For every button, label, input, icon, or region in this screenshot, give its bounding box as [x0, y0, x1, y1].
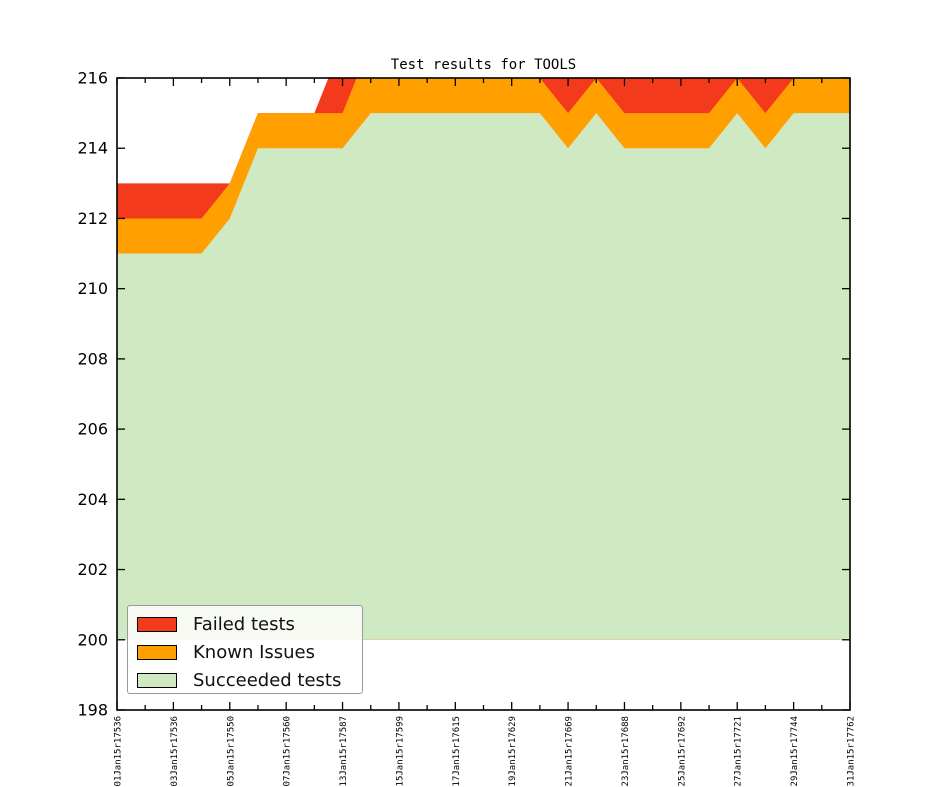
y-tick-label: 210: [77, 279, 108, 298]
y-tick-label: 216: [77, 69, 108, 88]
x-tick-labels: 01Jan15r17536 03Jan15r17536 05Jan15r17550 0…: [114, 716, 857, 786]
legend: Failed tests Known Issues Succeeded test…: [127, 605, 363, 694]
x-tick-label: 13Jan15r17587: [339, 716, 349, 786]
y-tick-label: 198: [77, 701, 108, 720]
legend-item-known: Known Issues: [137, 638, 362, 666]
y-tick-label: 212: [77, 209, 108, 228]
x-tick-label: 23Jan15r17688: [621, 716, 631, 786]
legend-swatch-known: [137, 644, 177, 660]
legend-label-failed: Failed tests: [193, 613, 295, 635]
legend-item-failed: Failed tests: [137, 610, 362, 638]
x-tick-label: 03Jan15r17536: [170, 716, 180, 786]
x-tick-label: 29Jan15r17744: [790, 716, 800, 786]
y-tick-label: 214: [77, 139, 108, 158]
x-tick-label: 25Jan15r17692: [677, 716, 687, 786]
x-tick-label: 15Jan15r17599: [395, 716, 405, 786]
x-tick-label: 05Jan15r17550: [226, 716, 236, 786]
x-tick-label: 31Jan15r17762: [847, 716, 857, 786]
x-ticks: [116, 78, 851, 710]
y-tick-label: 202: [77, 560, 108, 579]
chart-title: Test results for TOOLS: [390, 57, 577, 73]
area-succeeded-tests: [117, 113, 850, 640]
x-tick-label: 01Jan15r17536: [114, 716, 124, 786]
y-ticks: [117, 77, 850, 711]
legend-swatch-succeeded: [137, 672, 177, 688]
y-tick-label: 204: [77, 490, 108, 509]
x-tick-label: 07Jan15r17560: [283, 716, 293, 786]
legend-label-known: Known Issues: [193, 641, 316, 663]
y-tick-label: 208: [77, 349, 108, 368]
legend-swatch-failed: [137, 616, 177, 632]
legend-label-succeeded: Succeeded tests: [193, 669, 342, 691]
y-tick-label: 206: [77, 420, 108, 439]
x-tick-label: 19Jan15r17629: [508, 716, 518, 786]
x-tick-label: 17Jan15r17615: [452, 716, 462, 786]
y-tick-labels: 198 200 202 204 206 208 210 212 214 216: [77, 69, 108, 720]
stacked-areas: [117, 78, 850, 640]
x-tick-label: 21Jan15r17669: [565, 716, 575, 786]
y-tick-label: 200: [77, 630, 108, 649]
legend-item-succeeded: Succeeded tests: [137, 666, 362, 694]
x-tick-label: 27Jan15r17721: [734, 716, 744, 786]
